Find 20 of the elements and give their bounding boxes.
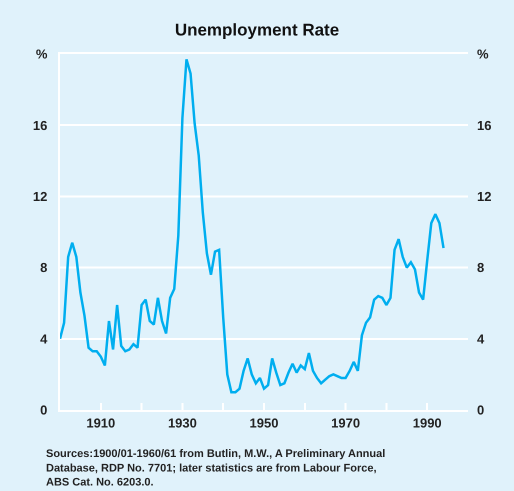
line-series <box>60 58 445 394</box>
y2-tick-label: % <box>477 46 489 62</box>
chart-title: Unemployment Rate <box>174 20 340 40</box>
y2-tick-label: 0 <box>477 402 484 418</box>
y-tick-label: 16 <box>32 118 48 133</box>
y-tick-label: 4 <box>40 331 48 346</box>
y2-tick-label: 4 <box>477 331 485 346</box>
y2-tick-label: 16 <box>477 118 492 133</box>
y2-tick-label: 8 <box>477 260 484 276</box>
x-tick-label: 1930 <box>168 416 197 431</box>
source-note: Sources:1900/01-1960/61 from Butlin, M.W., A Preliminary Annual Database, RDP No. 7701; later statistics are from Labour Force, ABS Cat. No. 6203.0. <box>46 448 386 489</box>
x-tick-label: 1990 <box>412 416 442 431</box>
x-tick-label: 1910 <box>86 416 116 431</box>
y-tick-label: 0 <box>40 402 48 418</box>
y-tick-label: 8 <box>40 260 48 276</box>
y-tick-label: 12 <box>32 188 48 204</box>
x-tick-label: 1970 <box>331 416 360 431</box>
x-tick-label: 1950 <box>250 416 278 431</box>
y-tick-label: % <box>36 46 48 62</box>
y2-tick-label: 12 <box>477 188 492 204</box>
